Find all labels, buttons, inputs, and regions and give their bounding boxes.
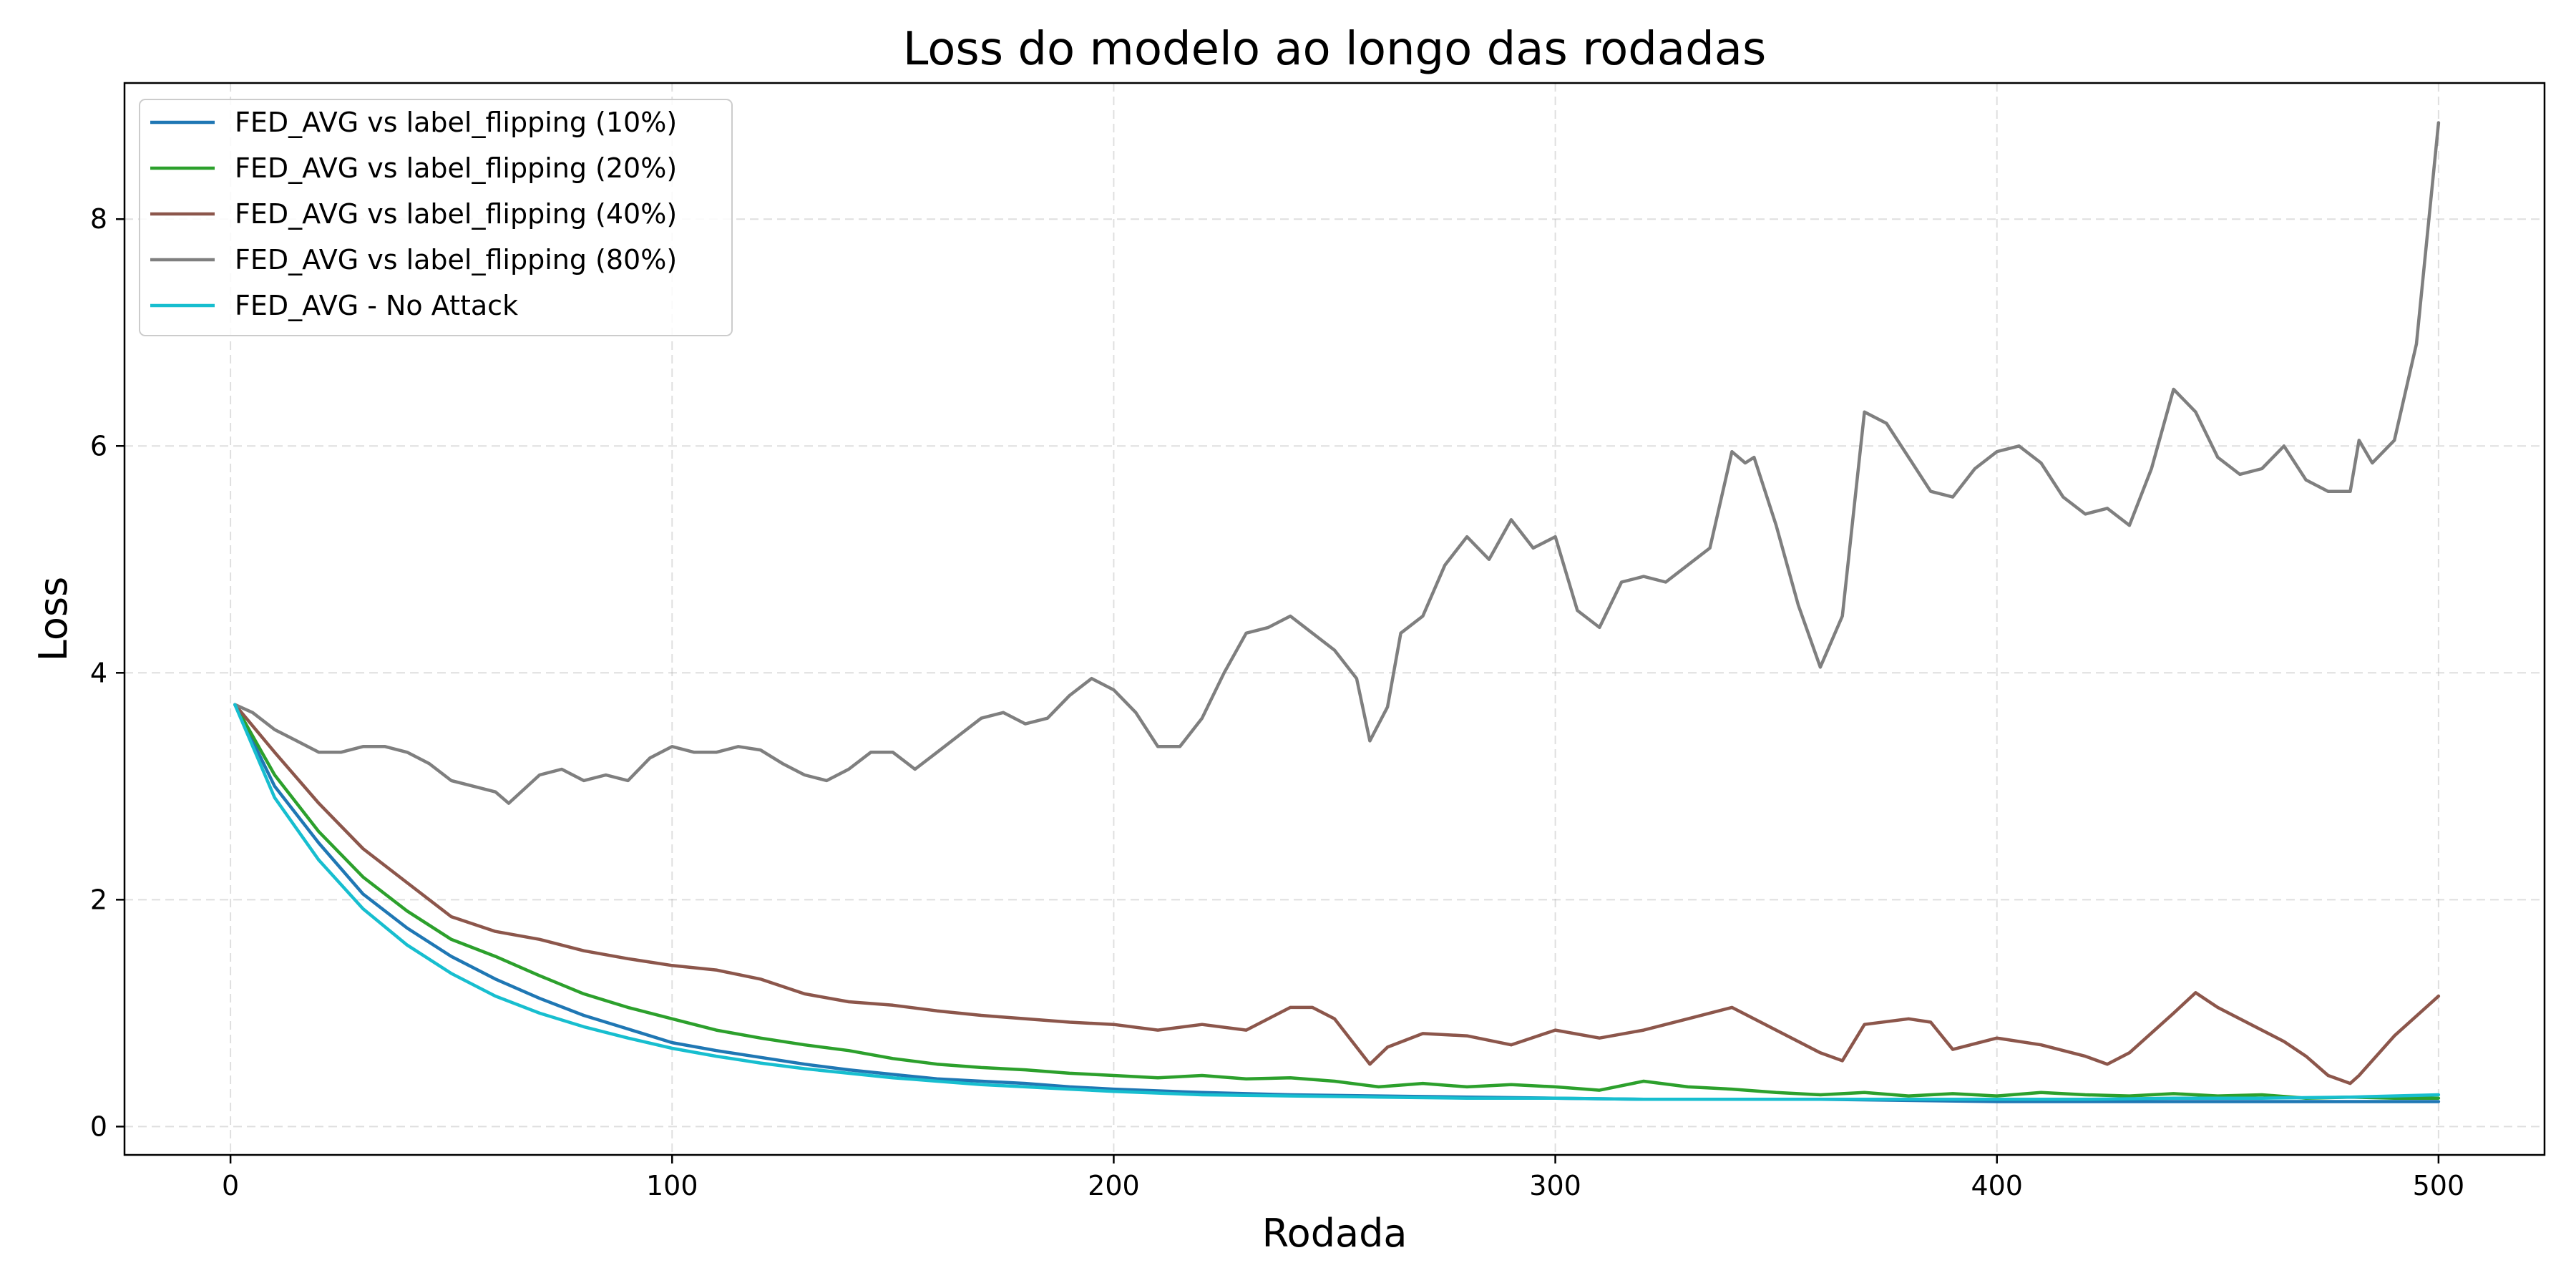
x-tick-label: 500: [2413, 1170, 2465, 1201]
x-tick-label: 200: [1088, 1170, 1140, 1201]
y-tick-label: 0: [90, 1111, 107, 1142]
x-tick-label: 100: [646, 1170, 698, 1201]
plot-frame: [123, 82, 2546, 1156]
x-tick-label: 400: [1971, 1170, 2023, 1201]
legend-box: [139, 99, 733, 336]
x-axis-ticks: 0 100 200 300 400 500: [222, 1155, 2464, 1201]
x-axis-label: Rodada: [1262, 1211, 1407, 1256]
legend-label-2: FED_AVG vs label_flipping (20%): [235, 152, 677, 184]
y-axis-label: Loss: [31, 577, 76, 661]
series-line-5: [233, 703, 2441, 1101]
y-tick-label: 2: [90, 884, 107, 915]
legend-label-3: FED_AVG vs label_flipping (40%): [235, 198, 677, 230]
legend-label-1: FED_AVG vs label_flipping (10%): [235, 107, 677, 138]
series-lines: [233, 121, 2441, 1103]
grid-lines: [125, 83, 2545, 1155]
legend: FED_AVG vs label_flipping (10%) FED_AVG v…: [139, 99, 733, 336]
x-tick-label: 0: [222, 1170, 239, 1201]
y-axis-ticks: 0 2 4 6 8: [90, 203, 125, 1142]
legend-label-5: FED_AVG - No Attack: [235, 290, 518, 321]
y-tick-label: 8: [90, 203, 107, 235]
series-line-2: [233, 703, 2441, 1100]
y-tick-label: 6: [90, 430, 107, 462]
x-tick-label: 300: [1529, 1170, 1581, 1201]
series-line-3: [233, 703, 2441, 1085]
y-tick-label: 4: [90, 657, 107, 688]
legend-label-4: FED_AVG vs label_flipping (80%): [235, 244, 677, 275]
chart-title: Loss do modelo ao longo das rodadas: [903, 23, 1767, 76]
series-line-4: [233, 121, 2441, 805]
